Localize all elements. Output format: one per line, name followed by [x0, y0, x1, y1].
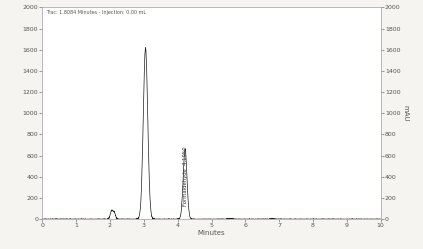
Text: Trac: 1.8084 Minutes - Injection: 0.00 mL: Trac: 1.8084 Minutes - Injection: 0.00 m… [46, 9, 146, 15]
Text: Formaldehyde  4.1950: Formaldehyde 4.1950 [183, 147, 188, 206]
X-axis label: Minutes: Minutes [198, 230, 225, 236]
Y-axis label: mAU: mAU [403, 105, 409, 122]
